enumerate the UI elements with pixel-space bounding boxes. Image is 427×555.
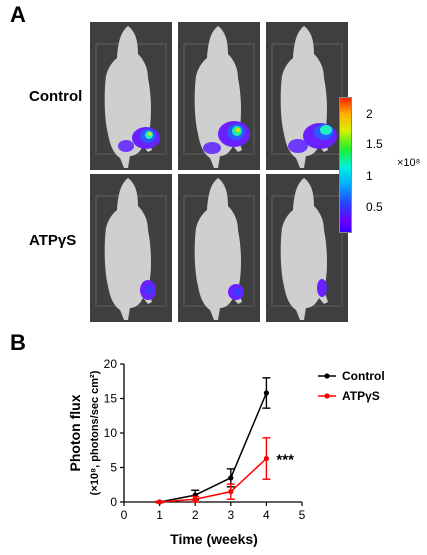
row-label-atp: ATPγS (29, 232, 77, 249)
colorbar-multiplier: ×10⁸ (397, 157, 421, 169)
mouse-image-control-3 (266, 22, 348, 170)
legend-marker (324, 393, 330, 399)
mouse-image-atp-3 (266, 174, 348, 322)
row-label-control: Control (29, 88, 83, 105)
mouse-image-atp-2 (178, 174, 260, 322)
data-point (157, 499, 163, 505)
y-tick-label: 0 (110, 495, 117, 509)
data-point (263, 455, 269, 462)
y-axis-label: Photon flux (67, 394, 83, 471)
data-point (192, 496, 198, 502)
mouse-image-grid (90, 22, 348, 340)
legend-label: Control (342, 369, 385, 383)
panel-a-label: A (10, 2, 26, 27)
colorbar (339, 97, 352, 233)
series-line (159, 457, 267, 503)
y-tick-label: 20 (104, 357, 118, 371)
significance-annotation: *** (276, 452, 294, 469)
y-tick-label: 10 (104, 426, 118, 440)
x-axis-label: Time (weeks) (170, 531, 258, 547)
mouse-image-atp-1 (90, 174, 172, 322)
y-axis-units-label: (×10⁸, photons/sec cm²) (89, 370, 101, 495)
y-tick-label: 5 (110, 461, 117, 475)
legend-marker (324, 373, 330, 379)
data-point (228, 475, 234, 481)
mouse-image-control-1 (90, 22, 172, 170)
y-tick-label: 15 (104, 392, 118, 406)
x-tick-label: 0 (121, 508, 128, 522)
colorbar-tick: 0.5 (366, 200, 383, 214)
data-point (228, 489, 234, 495)
colorbar-tick: 1.5 (366, 137, 383, 151)
chart-svg: 0 1 2 3 4 5 0 5 10 15 20 Control ATPγS *** Time (wee… (67, 357, 385, 547)
x-tick-label: 1 (156, 508, 163, 522)
colorbar-tick: 2 (366, 107, 373, 121)
data-point (263, 390, 269, 396)
x-tick-label: 3 (227, 508, 234, 522)
photon-flux-chart: 0 1 2 3 4 5 0 5 10 15 20 Control ATPγS *** Time (wee… (0, 340, 427, 550)
panel-b-label: B (10, 330, 26, 355)
x-tick-label: 2 (192, 508, 199, 522)
series-line (159, 392, 268, 503)
x-tick-label: 4 (263, 508, 270, 522)
legend-label: ATPγS (342, 389, 380, 403)
colorbar-tick: 1 (366, 169, 373, 183)
x-tick-label: 5 (299, 508, 306, 522)
mouse-image-control-2 (178, 22, 260, 170)
